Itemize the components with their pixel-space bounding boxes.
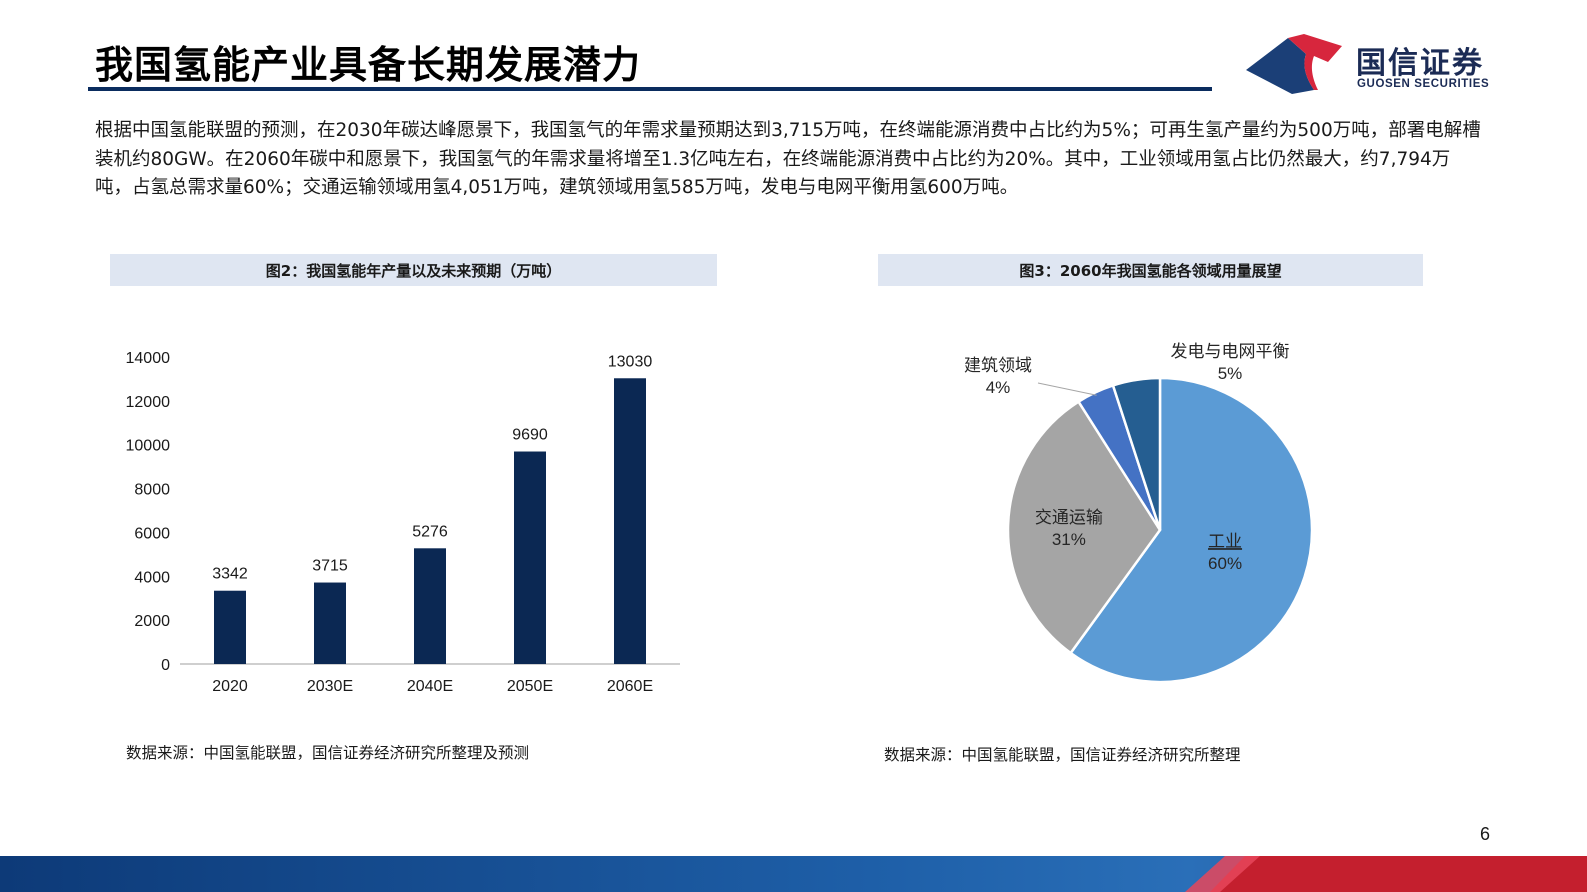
y-tick-label: 4000 [134, 569, 170, 586]
bar [614, 378, 646, 664]
bar-value-label: 5276 [412, 523, 448, 540]
logo-mark-navy [1246, 38, 1314, 94]
pie-slice [1068, 376, 1314, 684]
y-tick-label: 12000 [126, 394, 171, 411]
bar [514, 451, 546, 664]
y-tick-label: 6000 [134, 525, 170, 542]
bar-value-label: 3715 [312, 558, 348, 575]
figure-2-header: 图2：我国氢能年产量以及未来预期（万吨） [110, 254, 717, 286]
page-title: 我国氢能产业具备长期发展潜力 [95, 43, 642, 87]
pie-percent-label: 31% [1052, 530, 1086, 549]
figure-3-source: 数据来源：中国氢能联盟，国信证券经济研究所整理 [884, 746, 1241, 764]
x-tick-label: 2040E [407, 678, 453, 695]
hydrogen-output-bar-chart: 0 2000 4000 6000 8000 10000 12000 14000 3342 2020… [126, 350, 680, 695]
bar-value-label: 3342 [212, 566, 248, 583]
brand-logo [1246, 34, 1342, 94]
y-tick-label: 8000 [134, 482, 170, 499]
page-number: 6 [1480, 824, 1491, 844]
pie-percent-label: 5% [1218, 364, 1243, 383]
figure-2-source: 数据来源：中国氢能联盟，国信证券经济研究所整理及预测 [126, 744, 530, 762]
pie-slice [1006, 399, 1162, 655]
pie-category-label: 交通运输 [1035, 508, 1103, 527]
footer-band [0, 856, 1587, 892]
bar-value-label: 9690 [512, 427, 548, 444]
bar [214, 590, 246, 664]
intro-paragraph: 根据中国氢能联盟的预测，在2030年碳达峰愿景下，我国氢气的年需求量预期达到3,… [95, 120, 1481, 198]
bar-value-label: 13030 [608, 353, 653, 370]
figure-3-header: 图3：2060年我国氢能各领域用量展望 [878, 254, 1423, 286]
brand-name: 国信证券 [1356, 46, 1484, 81]
pie-leader-line [1037, 382, 1097, 396]
bar [314, 582, 346, 664]
logo-mark-red [1288, 34, 1342, 90]
y-tick-label: 10000 [126, 438, 171, 455]
y-tick-label: 14000 [126, 350, 171, 367]
pie-category-label: 发电与电网平衡 [1171, 342, 1290, 361]
x-tick-label: 2030E [307, 678, 353, 695]
x-tick-label: 2050E [507, 678, 553, 695]
pie-percent-label: 4% [986, 378, 1011, 397]
y-tick-label: 0 [161, 657, 170, 674]
title-underline [88, 87, 1212, 91]
y-tick-label: 2000 [134, 613, 170, 630]
bar [414, 548, 446, 664]
pie-slice [1111, 376, 1162, 531]
pie-category-label: 工业 [1208, 532, 1242, 551]
x-tick-label: 2060E [607, 678, 653, 695]
hydrogen-use-pie-chart: 工业 60% 交通运输 31% 建筑领域 4% 发电与电网平衡 5% [964, 342, 1314, 684]
x-tick-label: 2020 [212, 678, 248, 695]
pie-percent-label: 60% [1208, 554, 1242, 573]
pie-category-label: 建筑领域 [964, 356, 1032, 375]
brand-name-en: GUOSEN SECURITIES [1357, 78, 1490, 90]
